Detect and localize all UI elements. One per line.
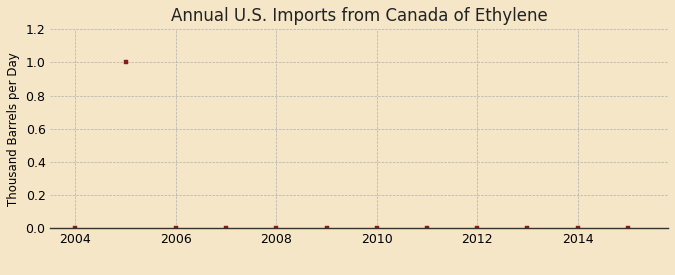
Title: Annual U.S. Imports from Canada of Ethylene: Annual U.S. Imports from Canada of Ethyl… — [171, 7, 547, 25]
Y-axis label: Thousand Barrels per Day: Thousand Barrels per Day — [7, 52, 20, 206]
